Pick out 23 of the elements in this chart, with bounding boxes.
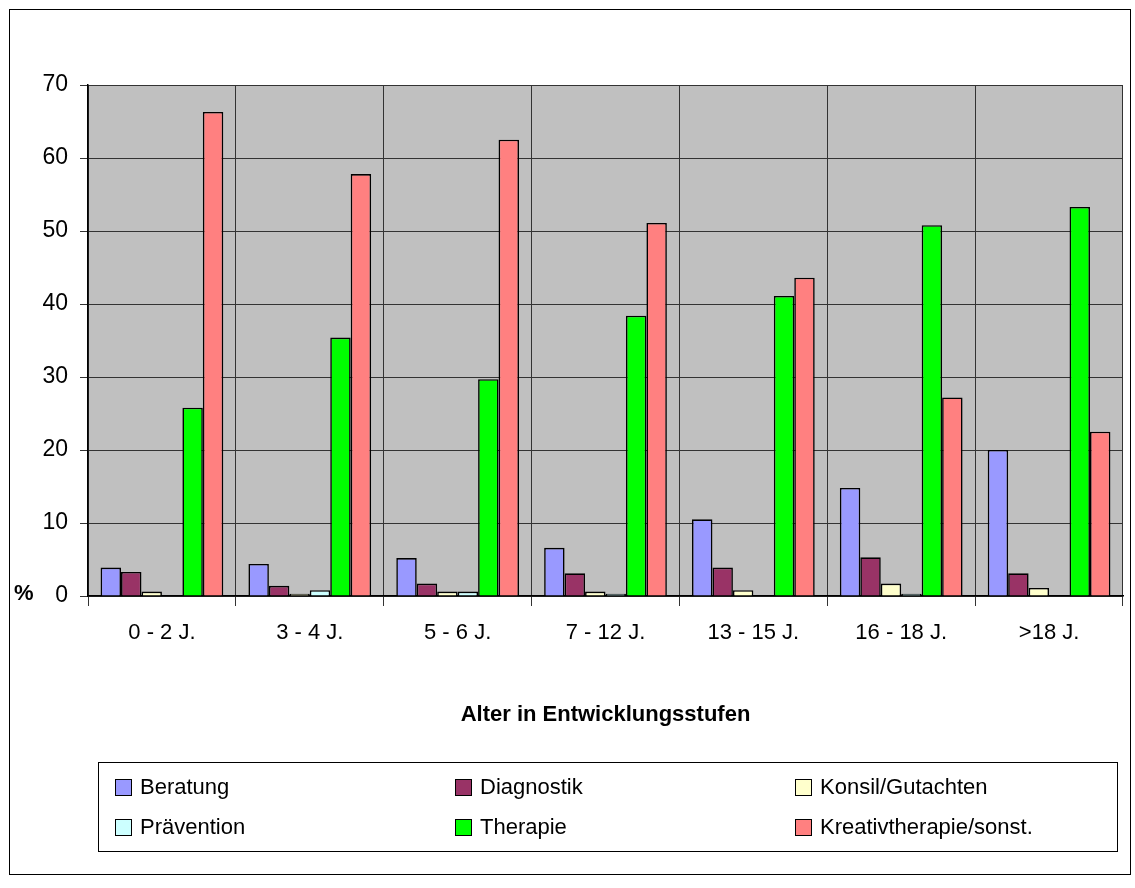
legend-label: Diagnostik [480, 774, 583, 800]
x-tick-label: 13 - 15 J. [707, 619, 800, 645]
x-tick-label: 3 - 4 J. [276, 619, 344, 645]
x-tick-label: 16 - 18 J. [855, 619, 948, 645]
legend-label: Konsil/Gutachten [820, 774, 988, 800]
legend-label: Prävention [140, 814, 246, 840]
legend-label: Beratung [140, 774, 230, 800]
x-axis-title: Alter in Entwicklungsstufen [460, 700, 751, 726]
legend-label: Kreativtherapie/sonst. [820, 814, 1033, 840]
x-tick-label: 0 - 2 J. [128, 619, 196, 645]
x-tick-label: >18 J. [1018, 619, 1080, 645]
y-tick-label: 60 [42, 143, 68, 170]
y-tick-label: 0 [55, 581, 68, 608]
y-tick-label: 70 [42, 70, 68, 97]
y-tick-label: 10 [42, 508, 68, 535]
legend-label: Therapie [480, 814, 567, 840]
y-tick-label: 40 [42, 289, 68, 316]
y-tick-label: 50 [42, 216, 68, 243]
x-tick-label: 5 - 6 J. [424, 619, 492, 645]
y-tick-label: 30 [42, 362, 68, 389]
y-axis-title: % [14, 580, 34, 606]
x-tick-label: 7 - 12 J. [565, 619, 646, 645]
y-tick-label: 20 [42, 435, 68, 462]
